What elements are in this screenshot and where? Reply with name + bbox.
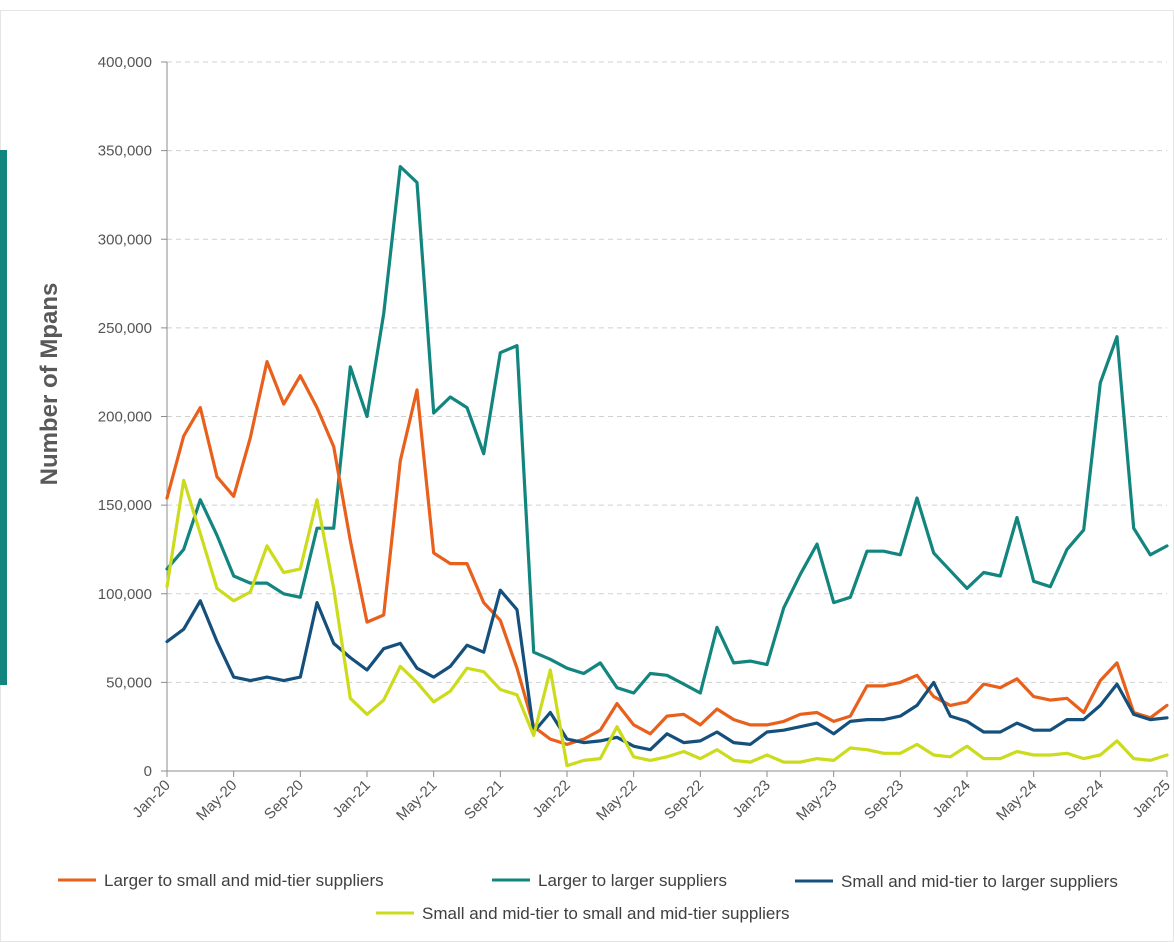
gridlines: [161, 61, 1167, 772]
y-tick-label: 300,000: [98, 231, 152, 248]
legend-label: Small and mid-tier to small and mid-tier…: [422, 904, 790, 923]
x-tick-label: Sep-24: [1061, 777, 1107, 823]
x-tick-label: Sep-22: [661, 777, 707, 823]
x-tick-label: Sep-23: [861, 777, 907, 823]
y-axis-title: Number of Mpans: [36, 283, 63, 486]
legend-label: Larger to larger suppliers: [538, 871, 727, 890]
series-line-4: [165, 478, 1169, 768]
y-tick-label: 0: [144, 763, 152, 780]
legend-label: Larger to small and mid-tier suppliers: [104, 871, 384, 890]
legend-item-2: Larger to larger suppliers: [492, 871, 727, 890]
x-tick-label: Jan-22: [529, 777, 573, 821]
y-tick-label: 250,000: [98, 320, 152, 337]
x-tick-label: May-21: [393, 777, 440, 824]
y-tick-label: 50,000: [106, 674, 152, 691]
x-tick-label: May-22: [593, 777, 640, 824]
x-tick-label: May-24: [993, 777, 1040, 824]
legend-item-4: Small and mid-tier to small and mid-tier…: [376, 904, 790, 923]
legend-item-1: Larger to small and mid-tier suppliers: [58, 871, 384, 890]
y-tick-label: 100,000: [98, 586, 152, 603]
x-tick-label: Sep-20: [261, 777, 307, 823]
x-tick-label: Jan-20: [129, 777, 173, 821]
x-tick-label: May-20: [193, 777, 240, 824]
y-tick-labels: 0 50,000 100,000 150,000 200,000 250,000 300,0…: [98, 54, 152, 780]
accent-bar: [0, 150, 7, 685]
x-tick-label: Jan-25: [1129, 777, 1173, 821]
x-tick-label: May-23: [793, 777, 840, 824]
series-line-3: [165, 588, 1169, 752]
x-tick-label: Jan-23: [729, 777, 773, 821]
series-lines: [165, 165, 1169, 768]
x-tick-label: Sep-21: [461, 777, 507, 823]
x-tick-labels: Jan-20 May-20 Sep-20 Jan-21 May-21 Sep-21 Jan-…: [129, 777, 1173, 824]
legend-label: Small and mid-tier to larger suppliers: [841, 872, 1118, 891]
y-tick-label: 400,000: [98, 54, 152, 71]
legend: Larger to small and mid-tier suppliers La…: [58, 871, 1118, 923]
series-line-1: [165, 360, 1169, 747]
y-tick-label: 150,000: [98, 497, 152, 514]
y-tick-label: 200,000: [98, 409, 152, 426]
series-line-2: [165, 165, 1169, 695]
x-tick-label: Jan-24: [929, 777, 973, 821]
axes: [166, 62, 1168, 777]
legend-item-3: Small and mid-tier to larger suppliers: [795, 872, 1118, 891]
y-tick-label: 350,000: [98, 143, 152, 160]
x-tick-label: Jan-21: [329, 777, 373, 821]
